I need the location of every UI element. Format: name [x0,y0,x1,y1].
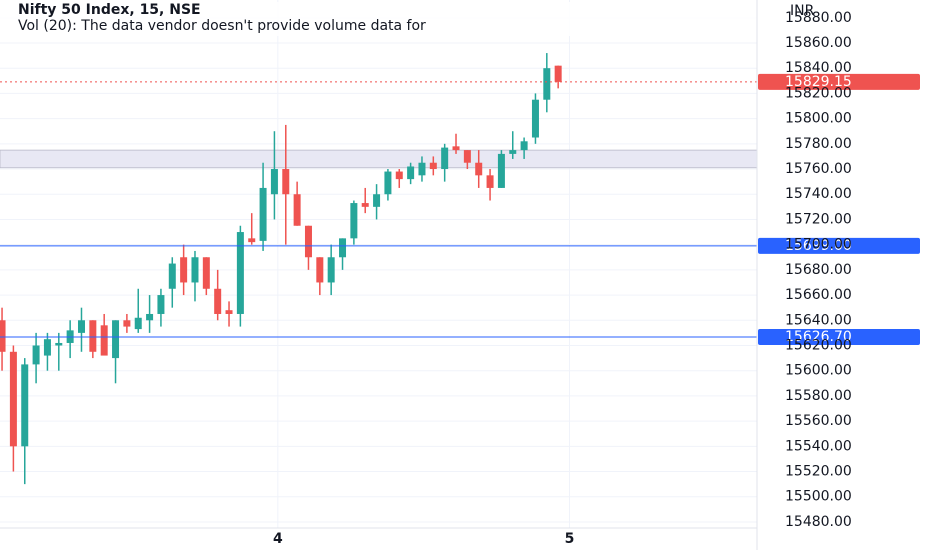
candle-body [509,150,517,154]
candle-body [418,162,426,176]
price-label: 15829.15 [785,74,852,90]
x-tick-label: 5 [565,531,575,547]
candle-body [407,166,415,180]
plot-area [0,0,758,528]
candle-body [55,342,63,346]
y-tick-label: 15760.00 [785,161,852,177]
candle-body [157,295,165,314]
y-tick-label: 15540.00 [785,438,852,454]
y-tick-label: 15720.00 [785,211,852,227]
y-tick-label: 15620.00 [785,337,852,353]
y-tick-label: 15880.00 [785,10,852,26]
overlay: Nifty 50 Index, 15, NSE Vol (20): The da… [0,0,932,346]
price-label: 15626.70 [785,329,852,345]
candle-body [202,257,210,289]
currency-label: INR [790,3,815,19]
candle-body [543,68,551,100]
candle-body [395,171,403,180]
candle-body [146,313,154,321]
candle-body [497,153,505,188]
candle-body [475,162,483,176]
candle-body [441,147,449,170]
candle-body [100,325,108,356]
candle-body [89,320,97,352]
candle-body [21,364,29,447]
candle-body [373,194,381,207]
price-label-background [758,237,920,254]
candle-body [361,203,369,207]
candle-body [554,65,562,82]
candle-body [316,257,324,283]
candle-body [112,320,120,359]
candle-body [32,345,40,365]
candle-body [463,150,471,163]
y-tick-label: 15640.00 [785,312,852,328]
y-tick-label: 15680.00 [785,262,852,278]
y-tick-label: 15660.00 [785,287,852,303]
price-label-background [758,73,920,90]
candle-body [43,339,51,356]
candle-body [259,187,267,241]
y-tick-label: 15560.00 [785,413,852,429]
candle-body [350,203,358,239]
chart-title: Nifty 50 Index, 15, NSE [18,2,201,18]
y-tick-label: 15820.00 [785,85,852,101]
candle-body [168,263,176,289]
x-tick-label: 4 [273,531,283,547]
price-label-background [758,329,920,346]
y-tick-label: 15700.00 [785,237,852,253]
chart-subtitle: Vol (20): The data vendor doesn't provid… [18,18,426,34]
candle-body [531,99,539,138]
candle-body [225,310,233,314]
candle-body [304,225,312,258]
legend-background [0,2,757,36]
candle-body [248,238,256,243]
candle-body [9,351,17,447]
candle-body [180,257,188,283]
candle-body [123,320,131,327]
candle-body [452,146,460,151]
candle-body [270,169,278,195]
candle-body [282,169,290,195]
y-tick-label: 15840.00 [785,60,852,76]
candle-body [134,317,142,330]
candle-body [293,194,301,226]
candle-body [214,288,222,314]
candle-body [327,257,335,283]
y-tick-label: 15780.00 [785,136,852,152]
y-tick-label: 15580.00 [785,388,852,404]
y-tick-label: 15800.00 [785,111,852,127]
y-tick-label: 15520.00 [785,464,852,480]
candle-body [77,320,85,333]
candle-body [520,141,528,151]
y-tick-label: 15500.00 [785,489,852,505]
candle-body [339,238,347,258]
candle-body [429,162,437,170]
currency-background [757,0,932,24]
candle-body [384,171,392,195]
price-label: 15699.00 [785,238,852,254]
zone [0,149,758,169]
candle-body [236,232,244,314]
candle-body [191,257,199,283]
y-tick-label: 15600.00 [785,363,852,379]
y-tick-label: 15740.00 [785,186,852,202]
candle-body [0,320,6,352]
y-tick-label: 15860.00 [785,35,852,51]
candle-body [486,175,494,188]
y-tick-label: 15480.00 [785,514,852,530]
